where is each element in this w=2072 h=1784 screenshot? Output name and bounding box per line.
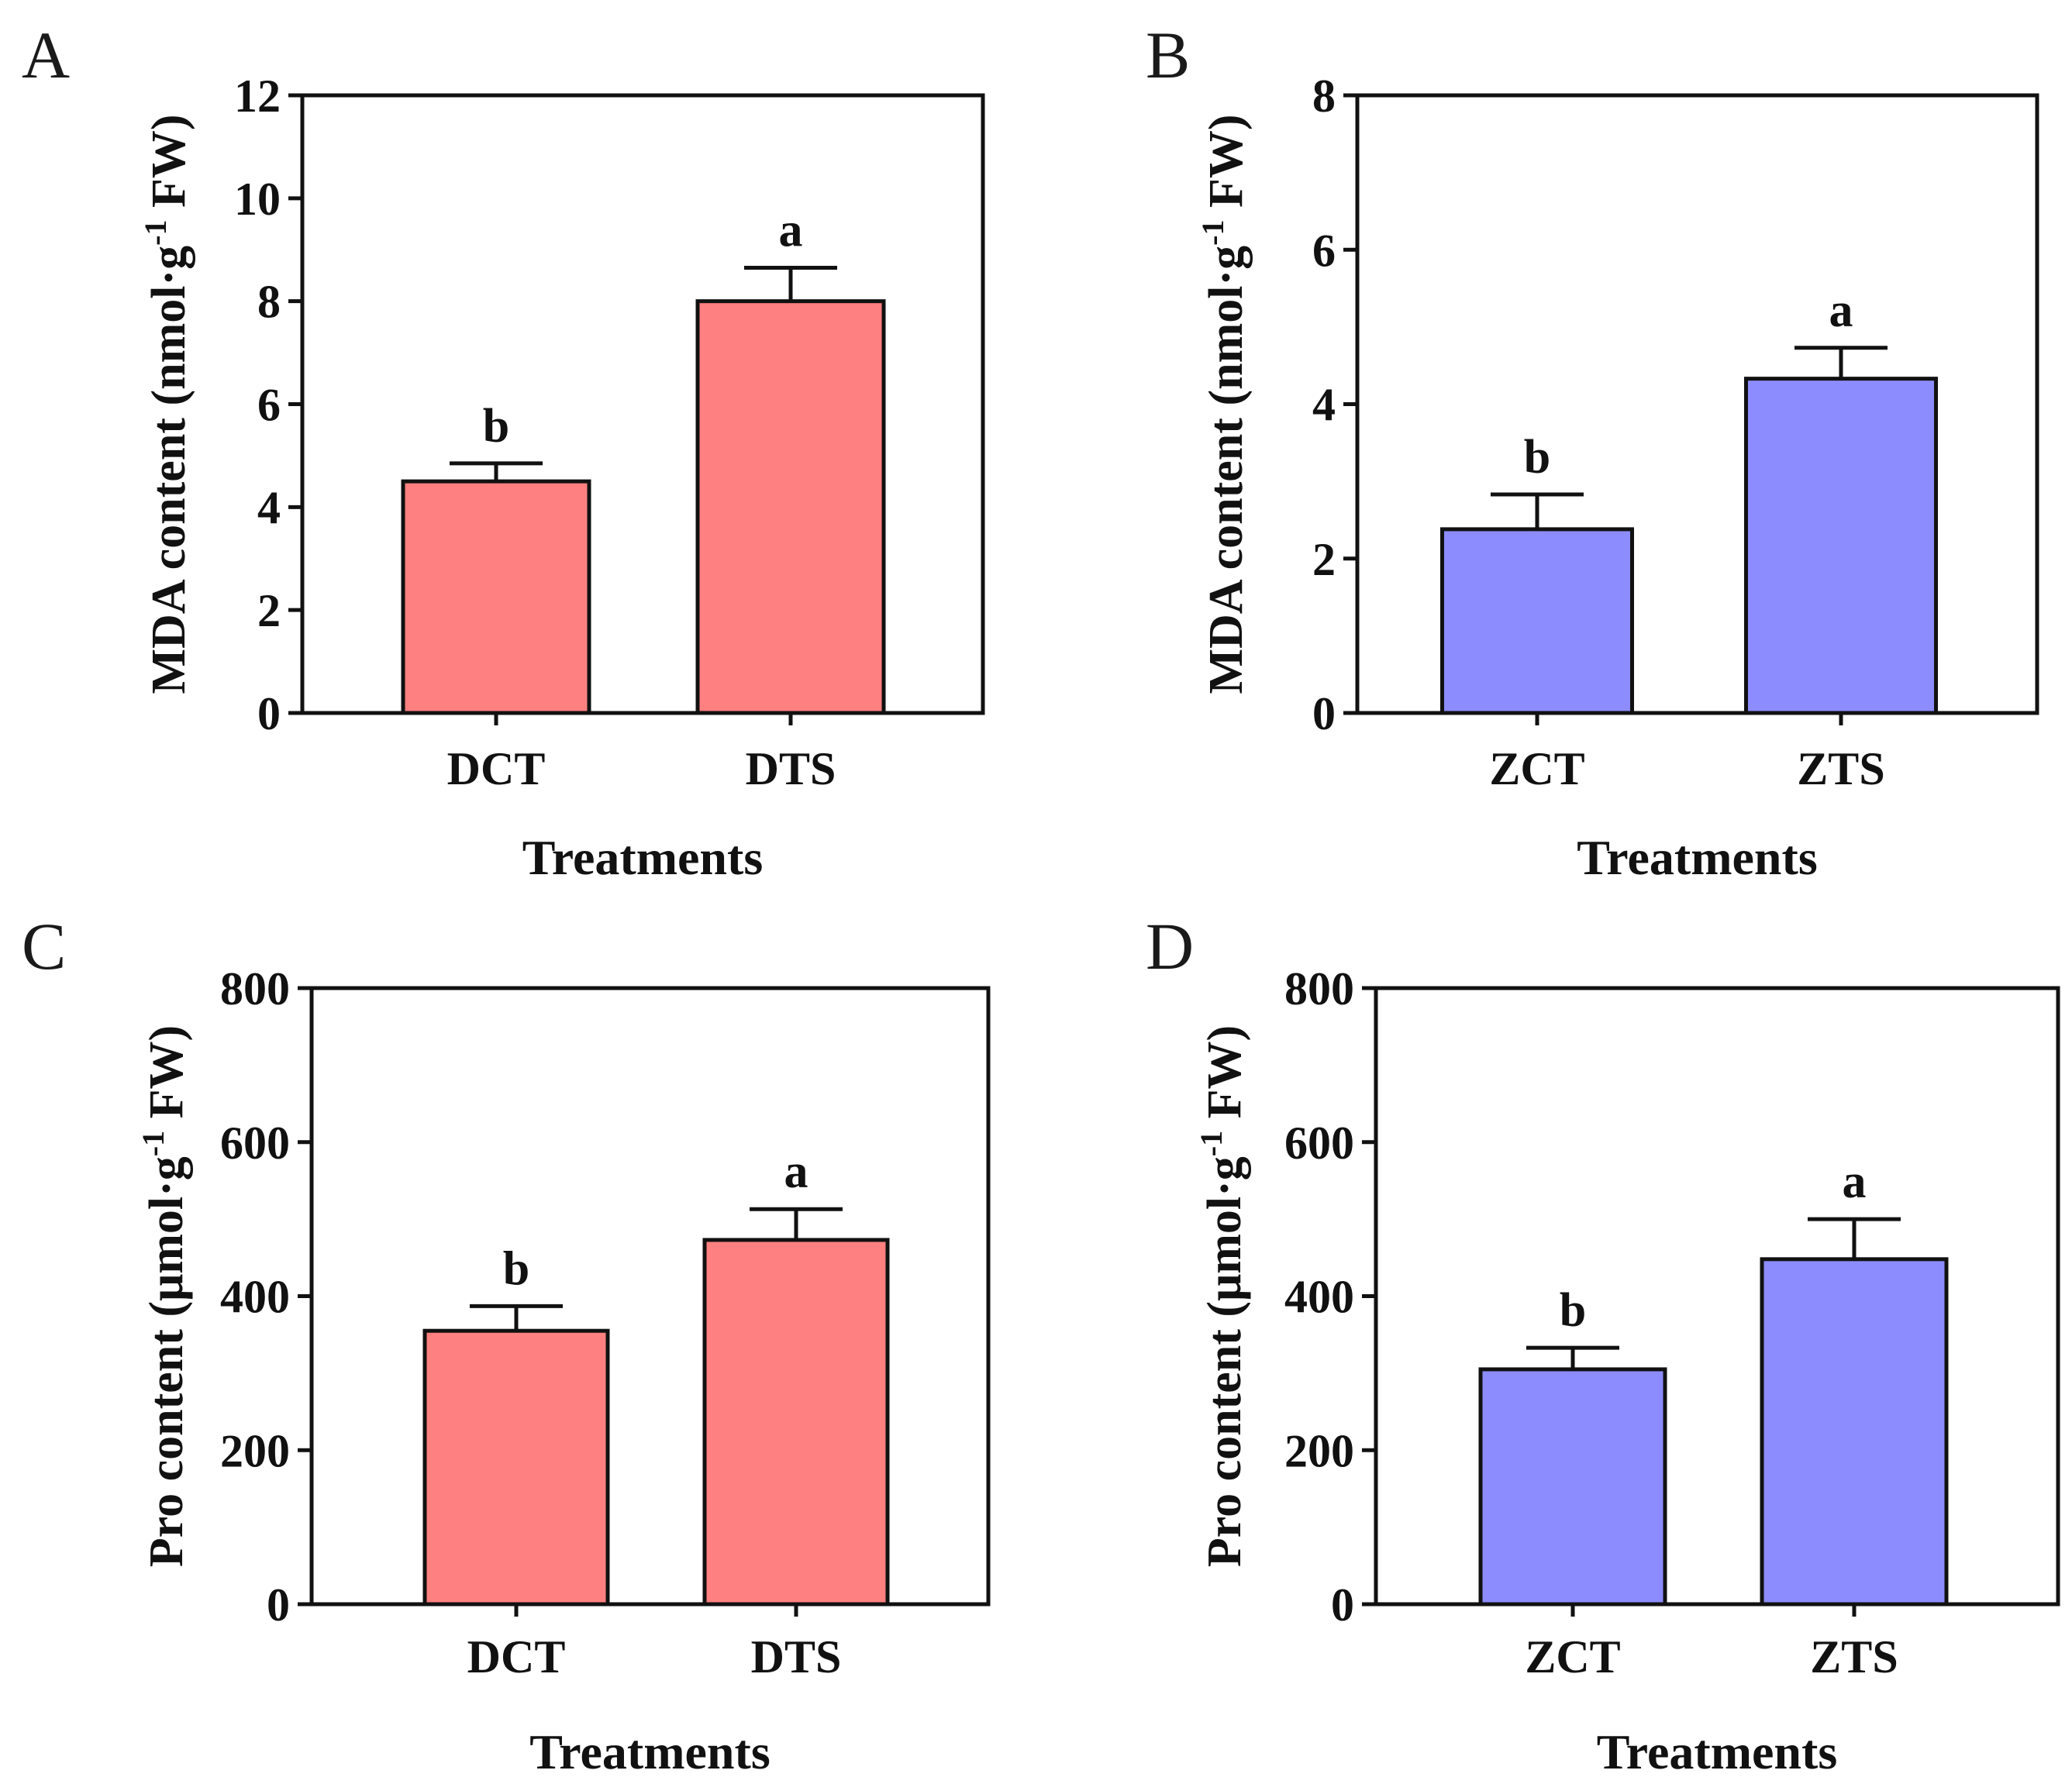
- y-axis-label: MDA content (nmol·g-1 FW): [138, 115, 195, 694]
- x-tick-label: ZTS: [1797, 743, 1884, 794]
- y-tick-label: 10: [234, 174, 281, 225]
- y-tick-label: 400: [1284, 1272, 1354, 1323]
- panel-letter: A: [22, 18, 70, 92]
- bar-zct: [1478, 1367, 1667, 1607]
- y-tick-label: 0: [1312, 688, 1336, 739]
- y-tick-label: 4: [257, 482, 281, 533]
- x-tick-label: ZTS: [1810, 1631, 1898, 1682]
- y-tick-label: 400: [220, 1272, 290, 1323]
- bar-zts: [1760, 1257, 1949, 1607]
- y-tick-label: 12: [234, 71, 281, 122]
- bar-dts: [695, 299, 886, 715]
- y-tick-label: 600: [220, 1118, 290, 1169]
- x-axis-label: Treatments: [522, 830, 763, 885]
- y-axis-label: Pro content (μmol·g-1 FW): [1194, 1025, 1251, 1567]
- y-tick-label: 0: [267, 1579, 290, 1631]
- x-tick-label: ZCT: [1525, 1631, 1620, 1682]
- y-tick-label: 6: [257, 380, 281, 431]
- bar-dct: [401, 479, 591, 715]
- y-tick-label: 600: [1284, 1118, 1354, 1169]
- panel-b: Bb ZCT a ZTS 0 2 4 6 8 Treatments MDA content (nmo…: [1146, 18, 2039, 885]
- x-tick-label: ZCT: [1489, 743, 1584, 794]
- x-tick-label: DCT: [447, 743, 546, 794]
- y-tick-label: 0: [257, 688, 281, 739]
- y-tick-label: 8: [257, 277, 281, 328]
- y-tick-label: 2: [1312, 534, 1336, 585]
- significance-label: a: [784, 1145, 808, 1198]
- y-axis-label: Pro content (μmol·g-1 FW): [136, 1025, 193, 1567]
- y-axis-label: MDA content (nmol·g-1 FW): [1195, 115, 1253, 694]
- y-tick-label: 0: [1331, 1579, 1354, 1631]
- bar-zts: [1744, 377, 1938, 715]
- y-tick-label: 200: [220, 1425, 290, 1476]
- bar-dct: [422, 1328, 610, 1607]
- significance-label: a: [779, 204, 803, 257]
- y-tick-label: 8: [1312, 71, 1336, 122]
- significance-label: b: [483, 400, 509, 453]
- x-tick-label: DTS: [751, 1631, 842, 1682]
- panel-c: Cb DCT a DTS 0 200 400 600 800 Treatments Pro cont…: [22, 909, 991, 1779]
- x-axis-label: Treatments: [529, 1724, 770, 1779]
- significance-label: b: [1560, 1284, 1586, 1337]
- x-axis-label: Treatments: [1577, 830, 1817, 885]
- significance-label: a: [1829, 284, 1853, 337]
- panel-letter: C: [22, 909, 66, 983]
- bar-zct: [1440, 527, 1634, 715]
- x-tick-label: DCT: [467, 1631, 566, 1682]
- y-tick-label: 2: [257, 585, 281, 636]
- y-tick-label: 800: [220, 963, 290, 1014]
- x-tick-label: DTS: [746, 743, 836, 794]
- panel-a: Ab DCT a DTS 0 2 4 6 8 10 12 Treatments MDA content …: [22, 18, 985, 885]
- y-tick-label: 4: [1312, 380, 1336, 431]
- significance-label: b: [1524, 431, 1550, 484]
- panel-d: Db ZCT a ZTS 0 200 400 600 800 Treatments Pro cont…: [1146, 909, 2060, 1779]
- y-tick-label: 800: [1284, 963, 1354, 1014]
- panel-letter: D: [1146, 909, 1194, 983]
- plot-frame: [1374, 986, 2060, 1607]
- y-tick-label: 6: [1312, 225, 1336, 276]
- x-axis-label: Treatments: [1597, 1724, 1837, 1779]
- bar-dts: [702, 1238, 890, 1607]
- y-tick-label: 200: [1284, 1425, 1354, 1476]
- panel-letter: B: [1146, 18, 1190, 92]
- significance-label: a: [1843, 1155, 1867, 1208]
- significance-label: b: [503, 1242, 529, 1295]
